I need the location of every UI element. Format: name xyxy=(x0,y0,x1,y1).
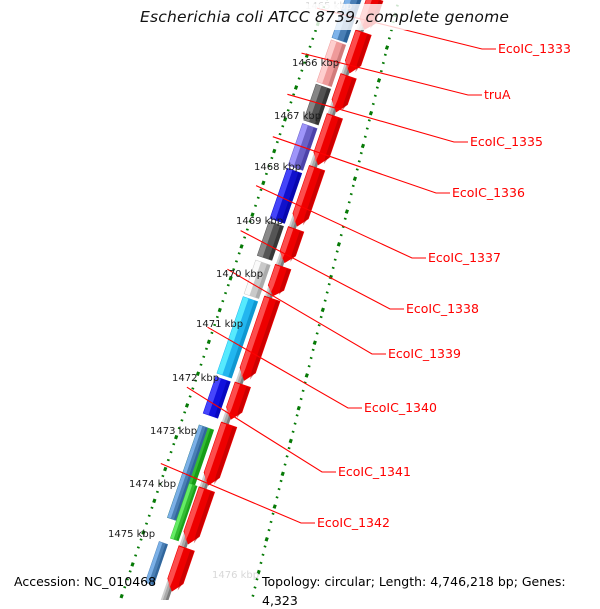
gene-label-ecoic_1335[interactable]: EcoIC_1335 xyxy=(470,134,543,149)
summary-label: Topology: circular; Length: 4,746,218 bp… xyxy=(262,574,566,608)
outer-feature-block[interactable] xyxy=(170,483,198,542)
axis-tick-label: 1466 kbp xyxy=(292,58,339,69)
gene-block-ecoic_1335[interactable] xyxy=(303,83,331,126)
cds-arrow[interactable] xyxy=(265,263,292,299)
cds-arrow[interactable] xyxy=(328,73,357,115)
cds-arrow[interactable] xyxy=(236,295,281,384)
gene-leader-line xyxy=(301,52,482,96)
axis-tick-label: 1473 kbp xyxy=(150,426,197,437)
cds-arrow[interactable] xyxy=(289,164,326,229)
axis-tick-label: 1475 kbp xyxy=(108,529,155,540)
title-backdrop xyxy=(108,4,500,30)
gene-leader-line xyxy=(227,268,386,355)
axis-tick-label: 1476 kbp xyxy=(212,570,259,581)
outer-feature-block[interactable] xyxy=(144,541,168,586)
cds-arrow[interactable] xyxy=(200,421,238,489)
gene-label-group[interactable]: EcoIC_1333 truA EcoIC_1335 EcoIC_1336 EcoIC_… xyxy=(160,7,571,530)
axis-tick-label: 1474 kbp xyxy=(129,479,176,490)
gene-leader-line xyxy=(186,386,336,473)
axis-tick-label: 1470 kbp xyxy=(216,269,263,280)
gene-leader-line xyxy=(160,462,315,524)
gene-block-ecoic_1341[interactable] xyxy=(202,376,231,419)
outer-feature-ring[interactable] xyxy=(144,424,208,586)
accession-status: Accession: NC_010468 xyxy=(14,571,156,590)
gene-block-ecoic_1337[interactable] xyxy=(269,167,303,224)
cds-arrow[interactable] xyxy=(164,545,195,594)
gene-label-ecoic_1341[interactable]: EcoIC_1341 xyxy=(338,464,411,479)
page-title: Escherichia coli ATCC 8739, complete gen… xyxy=(140,8,509,26)
accession-label: Accession: NC_010468 xyxy=(14,574,157,589)
gene-leader-line xyxy=(272,136,450,194)
cds-arrow[interactable] xyxy=(223,381,251,423)
gene-block-ecoic_1338[interactable] xyxy=(256,220,284,261)
gene-label-ecoic_1337[interactable]: EcoIC_1337 xyxy=(428,250,501,265)
cds-arrow[interactable] xyxy=(180,486,216,547)
axis-tick-label: 1469 kbp xyxy=(236,216,283,227)
cds-arrow[interactable] xyxy=(310,113,343,168)
genome-summary-status: Topology: circular; Length: 4,746,218 bp… xyxy=(262,571,600,609)
axis-tick-label: 1467 kbp xyxy=(274,111,321,122)
gene-leader-line xyxy=(240,230,404,310)
gene-label-ecoic_1340[interactable]: EcoIC_1340 xyxy=(364,400,437,415)
gene-leader-line xyxy=(255,185,426,259)
gene-label-ecoic_1338[interactable]: EcoIC_1338 xyxy=(406,301,479,316)
gene-block-ecoic_1339[interactable] xyxy=(243,259,271,300)
axis-tick-label: 1471 kbp xyxy=(196,319,243,330)
gene-label-ecoic_1339[interactable]: EcoIC_1339 xyxy=(388,346,461,361)
gene-label-ecoic_1333[interactable]: EcoIC_1333 xyxy=(498,41,571,56)
axis-tick-label: 1468 kbp xyxy=(254,162,301,173)
cds-arrow[interactable] xyxy=(341,29,372,77)
gene-block-ecoic_1340[interactable] xyxy=(216,296,259,379)
gene-leader-line xyxy=(287,93,468,143)
gene-label-ecoic_1336[interactable]: EcoIC_1336 xyxy=(452,185,525,200)
axis-tick-label: 1472 kbp xyxy=(172,373,219,384)
gene-label-ecoic_1342[interactable]: EcoIC_1342 xyxy=(317,515,390,530)
gene-label-trua[interactable]: truA xyxy=(484,87,511,102)
cds-forward-ring[interactable] xyxy=(164,0,384,594)
outer-tick-arc xyxy=(119,0,328,599)
gene-block-trua[interactable] xyxy=(316,39,347,88)
gene-leader-line xyxy=(207,326,362,409)
outer-feature-block[interactable] xyxy=(167,424,208,521)
